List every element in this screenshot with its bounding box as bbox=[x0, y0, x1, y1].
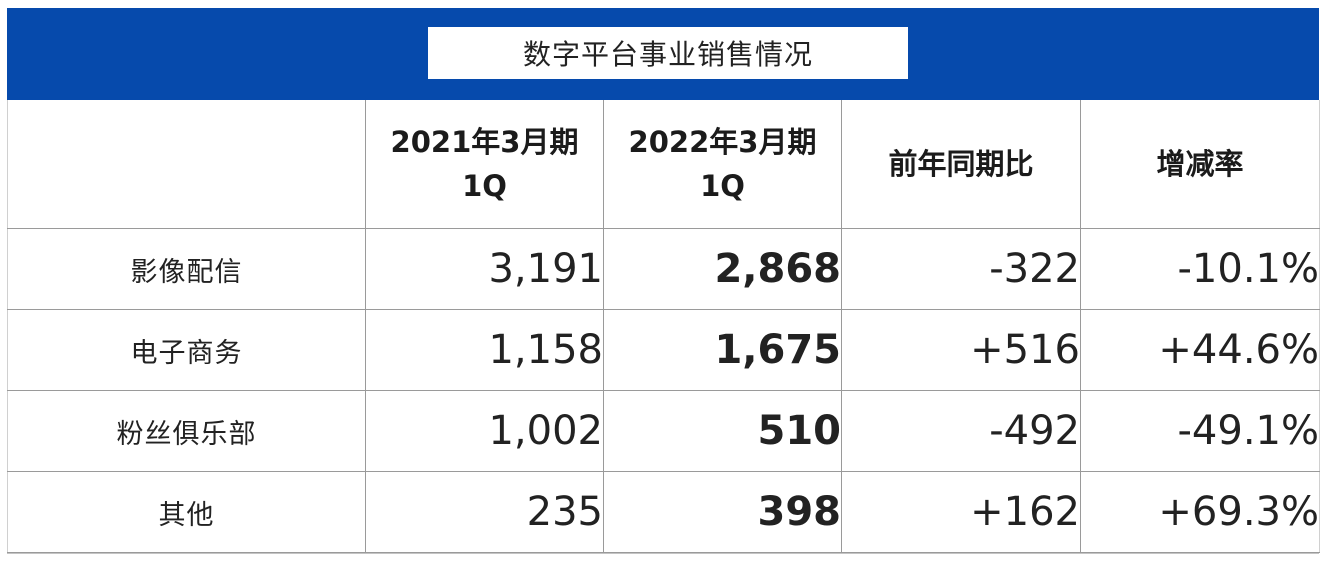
header-empty-cell bbox=[7, 100, 366, 229]
header-rate: 增减率 bbox=[1080, 100, 1320, 229]
value-rate: +69.3% bbox=[1080, 471, 1320, 553]
value-rate: -10.1% bbox=[1080, 228, 1320, 310]
value-fy2021: 1,158 bbox=[365, 309, 604, 391]
value-rate: -49.1% bbox=[1080, 390, 1320, 472]
value-fy2022: 510 bbox=[603, 390, 842, 472]
table-row: 影像配信 3,191 2,868 -322 -10.1% bbox=[7, 228, 1320, 310]
value-yoy: +162 bbox=[841, 471, 1081, 553]
header-fy2022-quarter: 1Q bbox=[700, 169, 745, 203]
sales-table: 2021年3月期 1Q 2022年3月期 1Q 前年同期比 增减率 影像配信 3… bbox=[7, 100, 1320, 553]
table-row: 其他 235 398 +162 +69.3% bbox=[7, 471, 1320, 553]
table-header-row: 2021年3月期 1Q 2022年3月期 1Q 前年同期比 增减率 bbox=[7, 100, 1320, 229]
row-label: 其他 bbox=[7, 471, 366, 553]
row-label: 电子商务 bbox=[7, 309, 366, 391]
header-fy2021-quarter: 1Q bbox=[462, 169, 507, 203]
value-fy2022: 1,675 bbox=[603, 309, 842, 391]
value-rate: +44.6% bbox=[1080, 309, 1320, 391]
value-fy2022: 398 bbox=[603, 471, 842, 553]
bottom-divider bbox=[7, 553, 1319, 554]
header-rate-label: 增减率 bbox=[1156, 147, 1244, 181]
header-fy2022-period: 2022年3月期 bbox=[628, 125, 817, 159]
header-yoy-label: 前年同期比 bbox=[888, 147, 1034, 181]
value-yoy: -492 bbox=[841, 390, 1081, 472]
value-fy2021: 1,002 bbox=[365, 390, 604, 472]
value-fy2021: 235 bbox=[365, 471, 604, 553]
header-fy2021-period: 2021年3月期 bbox=[390, 125, 579, 159]
table-row: 粉丝俱乐部 1,002 510 -492 -49.1% bbox=[7, 390, 1320, 472]
row-label: 影像配信 bbox=[7, 228, 366, 310]
table-row: 电子商务 1,158 1,675 +516 +44.6% bbox=[7, 309, 1320, 391]
value-yoy: +516 bbox=[841, 309, 1081, 391]
header-yoy: 前年同期比 bbox=[841, 100, 1081, 229]
row-label: 粉丝俱乐部 bbox=[7, 390, 366, 472]
table-title: 数字平台事业销售情况 bbox=[428, 27, 908, 79]
value-fy2022: 2,868 bbox=[603, 228, 842, 310]
value-fy2021: 3,191 bbox=[365, 228, 604, 310]
header-fy2021: 2021年3月期 1Q bbox=[365, 100, 604, 229]
value-yoy: -322 bbox=[841, 228, 1081, 310]
header-fy2022: 2022年3月期 1Q bbox=[603, 100, 842, 229]
